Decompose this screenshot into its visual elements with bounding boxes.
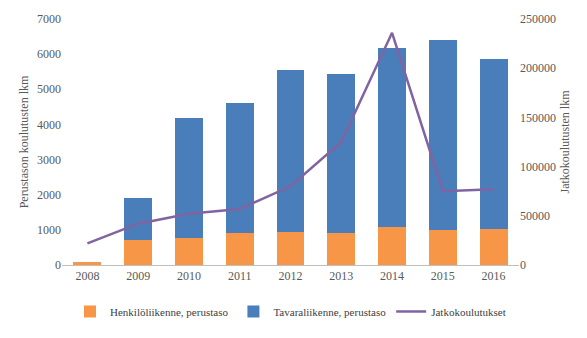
svg-text:150000: 150000 (520, 111, 556, 125)
svg-text:2012: 2012 (279, 269, 303, 283)
svg-text:Jatkokoulutukset: Jatkokoulutukset (431, 306, 506, 318)
svg-text:2010: 2010 (177, 269, 201, 283)
svg-text:1000: 1000 (37, 223, 61, 237)
svg-text:2008: 2008 (75, 269, 99, 283)
svg-text:100000: 100000 (520, 160, 556, 174)
svg-text:250000: 250000 (520, 12, 556, 26)
svg-text:2016: 2016 (482, 269, 506, 283)
svg-text:2009: 2009 (126, 269, 150, 283)
svg-text:0: 0 (520, 258, 526, 272)
svg-text:Tavaraliikenne, perustaso: Tavaraliikenne, perustaso (273, 306, 386, 318)
svg-text:50000: 50000 (520, 209, 550, 223)
svg-text:3000: 3000 (37, 153, 61, 167)
svg-text:4000: 4000 (37, 118, 61, 132)
svg-text:0: 0 (55, 258, 61, 272)
svg-text:Perustason koulutusten lkm: Perustason koulutusten lkm (17, 75, 31, 208)
svg-text:2011: 2011 (228, 269, 252, 283)
svg-text:6000: 6000 (37, 47, 61, 61)
svg-text:7000: 7000 (37, 12, 61, 26)
svg-text:2014: 2014 (380, 269, 404, 283)
svg-text:Jatkokoulutusten lkm: Jatkokoulutusten lkm (558, 90, 572, 194)
svg-text:5000: 5000 (37, 82, 61, 96)
svg-text:2013: 2013 (329, 269, 353, 283)
svg-text:2000: 2000 (37, 188, 61, 202)
svg-text:Henkilöliikenne, perustaso: Henkilöliikenne, perustaso (110, 306, 228, 318)
svg-text:200000: 200000 (520, 61, 556, 75)
svg-text:2015: 2015 (431, 269, 455, 283)
